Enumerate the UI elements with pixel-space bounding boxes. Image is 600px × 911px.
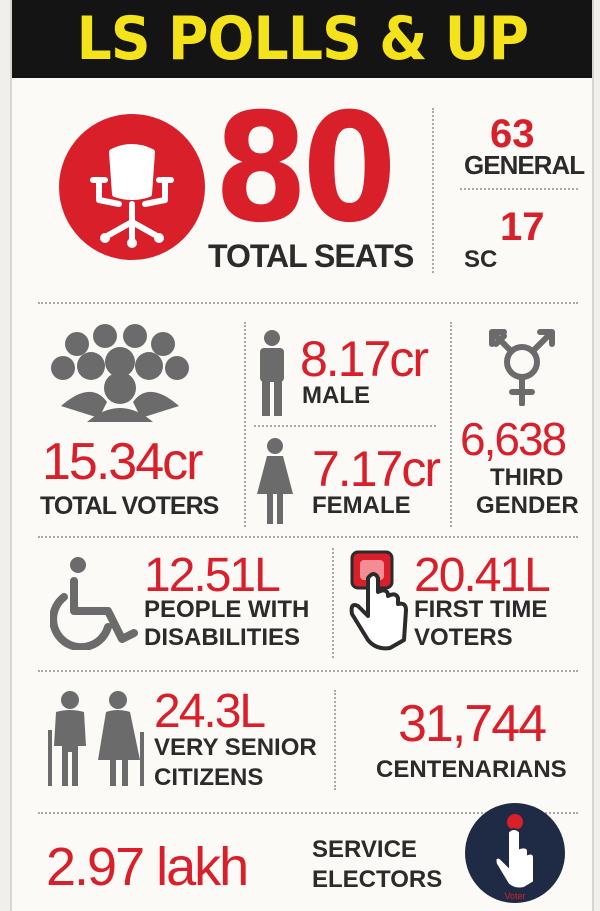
centenarians-value: 31,744 [398,695,547,753]
first-time-voters-label-line2: VOTERS [414,624,513,651]
senior-citizens-label-line2: CITIZENS [154,764,264,791]
male-voters-label: MALE [302,382,370,409]
wheelchair-icon [49,555,140,655]
chair-icon [57,112,207,267]
male-icon [255,330,289,421]
header-banner: LS POLLS & UP [12,0,592,78]
logo-text: Voter [504,891,525,901]
female-voters-label: FEMALE [312,492,411,519]
first-time-voters-value: 20.41L [414,549,551,602]
total-seats-label: TOTAL SEATS [208,238,414,274]
general-seats-value: 63 [490,112,535,156]
disabilities-value: 12.51L [144,549,281,602]
female-voters-value: 7.17cr [312,441,441,497]
disabilities-label-line1: PEOPLE WITH [144,596,310,623]
first-time-voters-label-line1: FIRST TIME [414,596,548,623]
total-voters-label: TOTAL VOTERS [40,492,219,520]
total-voters-value: 15.34cr [42,433,203,491]
female-icon [255,438,295,529]
male-voters-value: 8.17cr [300,331,429,387]
disabilities-label-line2: DISABILITIES [144,624,301,651]
general-seats-label: GENERAL [464,150,585,180]
senior-citizens-value: 24.3L [154,685,266,738]
page-title: LS POLLS & UP [76,4,528,74]
centenarians-label: CENTENARIANS [376,756,567,783]
sc-seats-value: 17 [500,205,545,249]
third-gender-label-line2: GENDER [476,492,579,519]
senior-citizens-label-line1: VERY SENIOR [154,734,317,761]
finger-press-icon [346,548,412,657]
voter-logo-icon: Voter [462,800,568,911]
third-gender-label-line1: THIRD [490,464,564,491]
third-gender-icon [482,326,562,411]
service-electors-label-line2: ELECTORS [312,866,443,893]
third-gender-value: 6,638 [460,413,567,465]
elderly-couple-icon [44,690,146,793]
total-seats-value: 80 [214,82,396,256]
service-electors-label-line1: SERVICE [312,836,417,863]
sc-seats-label: SC [464,246,498,273]
infographic: LS POLLS & UP 80 TOTAL SEATS 63 GENERAL … [10,0,594,911]
crowd-icon [47,322,197,427]
service-electors-value: 2.97 lakh [46,837,249,897]
